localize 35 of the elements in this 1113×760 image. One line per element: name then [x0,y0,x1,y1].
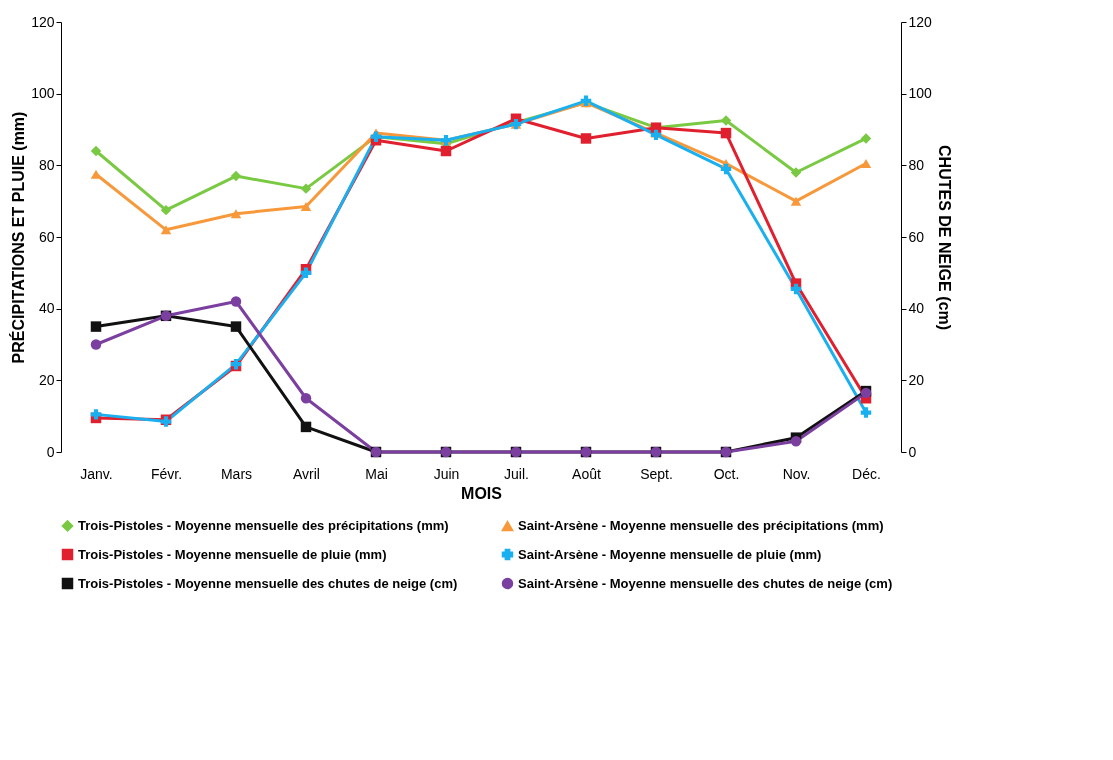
x-tick-label: Nov. [782,465,811,482]
x-tick-label: Mars [220,465,253,482]
y2-axis-title: CHUTES DE NEIGE (cm) [935,145,953,330]
y-tick-label: 80 [38,156,55,173]
x-tick-label: Juin [433,465,460,482]
y-tick-label: 120 [31,13,55,30]
y-tick-label: 40 [38,300,55,317]
x-tick-label: Août [572,465,601,482]
legend-label: Saint-Arsène - Moyenne mensuelle des chutes de neige (cm) [518,575,893,591]
x-tick-label: Févr. [150,465,183,482]
x-tick-label: Sept. [640,465,673,482]
y-axis-title: PRÉCIPITATIONS ET PLUIE (mm) [9,111,28,364]
legend-label: Trois-Pistoles - Moyenne mensuelle des chutes de neige (cm) [78,575,458,591]
y-tick-label: 20 [38,371,55,388]
legend-label: Saint-Arsène - Moyenne mensuelle de pluie (mm) [518,546,822,562]
x-tick-label: Oct. [713,465,740,482]
y-tick-label: 100 [31,85,55,102]
y2-tick-label: 0 [908,443,917,460]
y2-tick-label: 100 [908,85,933,102]
y2-tick-label: 120 [908,13,933,30]
y2-tick-label: 60 [908,228,925,245]
legend-label: Saint-Arsène - Moyenne mensuelle des précipitations (mm) [518,518,884,534]
x-tick-label: Janv. [80,465,113,482]
x-tick-label: Mai [365,465,388,482]
y-tick-label: 0 [46,443,55,460]
y-tick-label: 60 [38,228,55,245]
legend-label: Trois-Pistoles - Moyenne mensuelle de pluie (mm) [78,546,387,562]
legend-label: Trois-Pistoles - Moyenne mensuelle des précipitations (mm) [78,517,449,533]
x-axis-title: MOIS [461,484,503,502]
y2-tick-label: 40 [908,300,925,317]
y2-tick-label: 80 [908,156,925,173]
x-tick-label: Juil. [504,465,529,482]
y2-tick-label: 20 [908,371,925,388]
x-tick-label: Déc. [852,465,881,482]
x-tick-label: Avril [293,465,320,482]
